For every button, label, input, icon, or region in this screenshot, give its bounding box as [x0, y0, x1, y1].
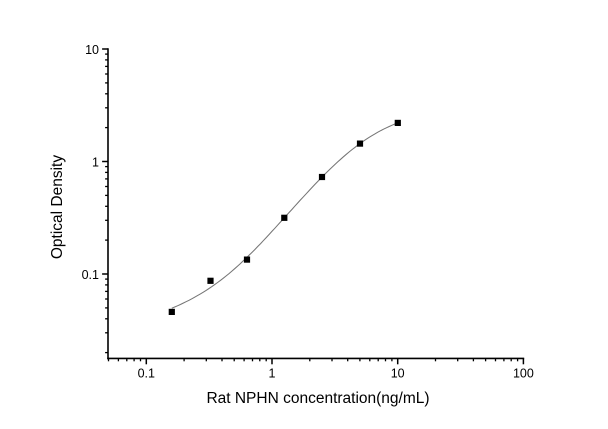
svg-text:100: 100 — [513, 367, 534, 381]
svg-text:10: 10 — [85, 43, 99, 57]
svg-text:1: 1 — [92, 155, 99, 169]
svg-text:0.1: 0.1 — [138, 367, 155, 381]
svg-text:0.1: 0.1 — [82, 268, 99, 282]
svg-text:Optical Density: Optical Density — [49, 155, 66, 259]
svg-text:10: 10 — [391, 367, 405, 381]
svg-text:Rat NPHN concentration(ng/mL): Rat NPHN concentration(ng/mL) — [206, 390, 429, 407]
svg-text:1: 1 — [269, 367, 276, 381]
